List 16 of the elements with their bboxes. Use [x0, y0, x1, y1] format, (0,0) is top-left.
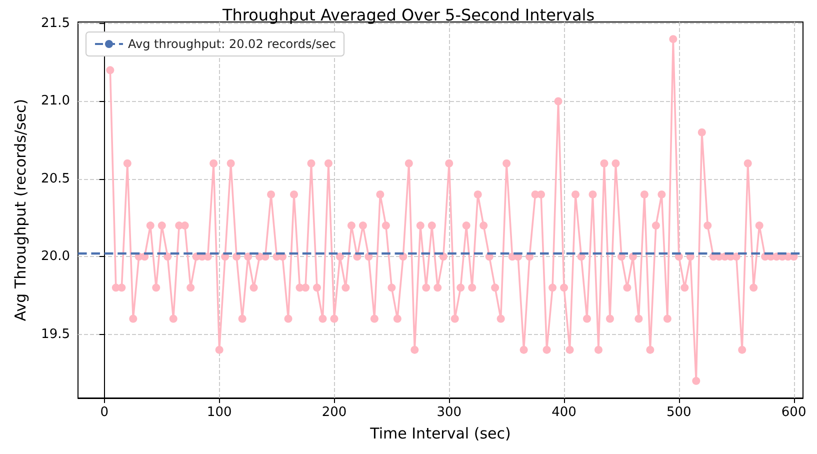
x-tick-label: 100 [206, 405, 232, 420]
y-tick-label: 21.0 [41, 94, 70, 109]
y-tick-label: 20.0 [41, 249, 70, 264]
legend-label: Avg throughput: 20.02 records/sec [128, 37, 336, 51]
x-tick-label: 400 [552, 405, 576, 420]
y-tick-label: 21.5 [41, 16, 70, 32]
x-tick-label: 200 [322, 405, 347, 420]
y-tick-label: 19.5 [41, 326, 70, 342]
x-tick-label: 300 [436, 405, 462, 420]
x-axis-title: Time Interval (sec) [369, 424, 511, 442]
y-tick-label: 20.5 [41, 171, 70, 186]
x-tick-label: 600 [781, 405, 806, 420]
x-tick-label: 0 [100, 405, 109, 420]
chart-title: Throughput Averaged Over 5-Second Intervals [221, 6, 595, 24]
y-axis-title: Avg Throughput (records/sec) [12, 98, 30, 322]
x-tick-label: 500 [666, 405, 692, 420]
